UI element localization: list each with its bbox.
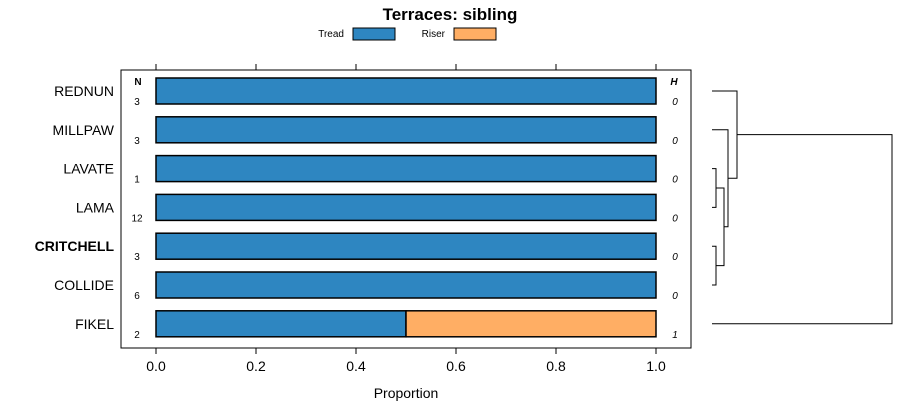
x-tick-label-2: 0.4 — [346, 358, 366, 374]
category-label-critchell: CRITCHELL — [35, 238, 115, 254]
n-header: N — [134, 77, 141, 88]
legend-swatch-tread — [352, 27, 396, 41]
dendrogram-link-2 — [716, 187, 725, 267]
plot-panel — [120, 69, 692, 349]
h-header: H — [670, 77, 678, 88]
h-values: 0 0 0 0 0 0 1 — [672, 97, 678, 341]
legend: Tread Riser — [318, 27, 497, 41]
h-value-lama: 0 — [672, 213, 678, 224]
chart-title: Terraces: sibling — [383, 5, 518, 24]
h-value-fikel: 1 — [672, 330, 678, 341]
category-label-collide: COLLIDE — [54, 277, 114, 293]
n-value-lavate: 1 — [134, 175, 140, 186]
dendrogram-link-1 — [712, 245, 717, 286]
n-values: 3 3 1 12 3 6 2 — [131, 97, 143, 341]
bars — [155, 77, 657, 338]
n-value-rednun: 3 — [134, 97, 140, 108]
x-tick-label-4: 0.8 — [546, 358, 566, 374]
x-tick-label-5: 1.0 — [646, 358, 666, 374]
n-value-collide: 6 — [134, 291, 140, 302]
category-label-fikel: FIKEL — [75, 316, 114, 332]
n-value-fikel: 2 — [134, 330, 140, 341]
bar-tread-rednun — [155, 77, 657, 105]
x-axis: 0.0 0.2 0.4 0.6 0.8 1.0 — [146, 64, 666, 374]
bar-riser-fikel — [405, 310, 657, 338]
category-label-millpaw: MILLPAW — [53, 122, 115, 138]
bar-tread-lavate — [155, 154, 657, 183]
x-tick-label-1: 0.2 — [246, 358, 266, 374]
legend-label-tread: Tread — [318, 29, 344, 40]
n-value-lama: 12 — [131, 213, 143, 224]
h-value-lavate: 0 — [672, 175, 678, 186]
category-label-rednun: REDNUN — [54, 83, 114, 99]
h-value-collide: 0 — [672, 291, 678, 302]
category-labels: REDNUN MILLPAW LAVATE LAMA CRITCHELL COLLIDE F… — [35, 83, 115, 332]
bar-tread-collide — [155, 271, 657, 299]
h-value-millpaw: 0 — [672, 136, 678, 147]
bar-tread-critchell — [155, 232, 657, 260]
h-value-rednun: 0 — [672, 97, 678, 108]
bar-tread-fikel — [155, 310, 407, 338]
dendrogram-link-4 — [712, 90, 738, 179]
dendrogram-link-5 — [712, 134, 893, 325]
legend-swatch-riser — [453, 27, 497, 41]
dendrogram-link-0 — [712, 168, 717, 208]
dendrogram — [712, 90, 893, 325]
legend-label-riser: Riser — [422, 29, 446, 40]
h-value-critchell: 0 — [672, 252, 678, 263]
x-tick-label-3: 0.6 — [446, 358, 466, 374]
bar-tread-lama — [155, 193, 657, 222]
category-label-lama: LAMA — [76, 199, 115, 215]
bar-tread-millpaw — [155, 116, 657, 144]
dendrogram-link-3 — [712, 129, 729, 228]
n-value-millpaw: 3 — [134, 136, 140, 147]
x-tick-label-0: 0.0 — [146, 358, 166, 374]
x-axis-label: Proportion — [374, 385, 439, 401]
category-label-lavate: LAVATE — [63, 161, 114, 177]
n-value-critchell: 3 — [134, 252, 140, 263]
